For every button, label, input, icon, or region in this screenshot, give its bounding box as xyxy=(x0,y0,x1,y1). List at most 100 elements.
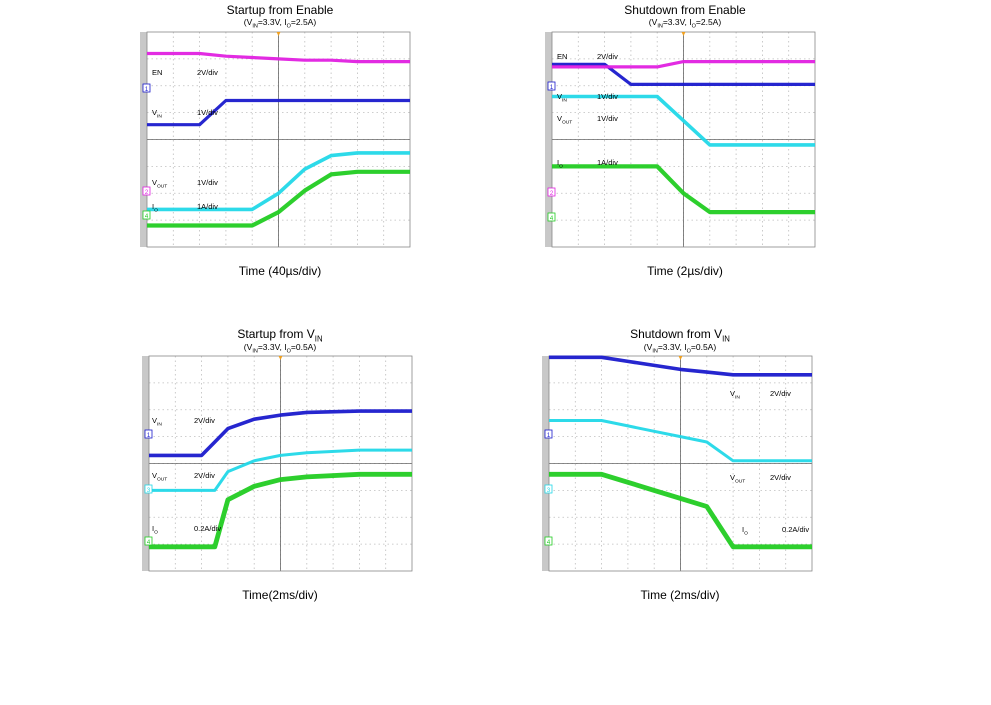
trace-en xyxy=(147,98,410,127)
x-axis-label: Time(2ms/div) xyxy=(242,588,318,602)
trace-scale: 2V/div xyxy=(597,52,618,61)
trace-label: EN 2V/div xyxy=(557,52,618,61)
chart-title: Shutdown from VIN xyxy=(630,327,730,344)
svg-text:4: 4 xyxy=(145,214,149,220)
channel-marker-icon: 1 xyxy=(144,429,153,439)
chart-conditions: (VIN=3.3V, IO=0.5A) xyxy=(243,342,317,355)
channel-marker-icon: 1 xyxy=(544,429,553,439)
trace-vin xyxy=(552,60,815,69)
svg-text:4: 4 xyxy=(550,216,554,222)
channel-marker-icon: 2 xyxy=(547,187,556,197)
svg-text:1: 1 xyxy=(147,433,151,439)
trace-label: IO 0.2A/div xyxy=(742,525,809,537)
trace-en xyxy=(552,62,815,86)
trace-vin xyxy=(147,51,410,64)
trace-name-sub: IN xyxy=(157,422,162,428)
trace-name-sub: OUT xyxy=(157,184,168,190)
trace-label: VOUT 1V/div xyxy=(152,178,218,190)
channel-marker-icon: 1 xyxy=(142,83,151,93)
trace-label: VIN 1V/div xyxy=(152,108,218,120)
trace-name-sub: OUT xyxy=(157,477,168,483)
scope-svg: 1 2 4 xyxy=(142,31,411,248)
chart-title: Shutdown from Enable xyxy=(624,3,746,17)
trace-name-sub: O xyxy=(154,530,158,536)
chart-title: Startup from VIN xyxy=(237,327,323,344)
trace-vout xyxy=(149,448,412,492)
trace-name: V xyxy=(152,471,158,480)
trace-scale: 2V/div xyxy=(194,416,215,425)
panel-shutdown-enable: Shutdown from Enable (VIN=3.3V, IO=2.5A)… xyxy=(535,0,835,290)
trace-label: IO 1A/div xyxy=(152,202,218,214)
trace-name: V xyxy=(730,389,736,398)
svg-text:1: 1 xyxy=(145,87,149,93)
channel-marker-icon: 4 xyxy=(142,210,151,220)
scope-plot: 1 3 4 VIN 2V/div VOUT 2V/div IO 0.2A/div xyxy=(542,355,813,572)
svg-text:4: 4 xyxy=(547,540,551,546)
trace-label: IO 1A/div xyxy=(557,158,618,170)
svg-text:1: 1 xyxy=(550,85,554,91)
svg-text:4: 4 xyxy=(147,540,151,546)
trace-name-sub: IN xyxy=(157,114,162,120)
channel-marker-icon: 3 xyxy=(144,484,153,494)
svg-text:3: 3 xyxy=(147,488,151,494)
trace-scale: 2V/div xyxy=(770,389,791,398)
trace-scale: 2V/div xyxy=(194,471,215,480)
scope-svg: 1 2 4 xyxy=(547,31,816,248)
channel-marker-icon: 4 xyxy=(547,212,556,222)
trace-name: EN xyxy=(152,68,163,77)
trace-scale: 1A/div xyxy=(597,158,618,167)
svg-text:3: 3 xyxy=(547,488,551,494)
channel-marker-icon: 4 xyxy=(144,536,153,546)
trace-scale: 1V/div xyxy=(597,92,618,101)
trace-scale: 1A/div xyxy=(197,202,218,211)
panel-shutdown-vin: Shutdown from VIN (VIN=3.3V, IO=0.5A) 1 3… xyxy=(530,325,830,615)
trace-label: IO 0.2A/div xyxy=(152,524,221,536)
trace-name: I xyxy=(742,525,745,534)
trace-io xyxy=(549,471,812,550)
channel-marker-icon: 2 xyxy=(142,186,151,196)
trace-name-sub: O xyxy=(559,164,563,170)
trace-name: I xyxy=(152,524,155,533)
trace-name: EN xyxy=(557,52,568,61)
scope-plot: 1 3 4 VIN 2V/div VOUT 2V/div IO 0.2A/div xyxy=(142,355,413,572)
scope-bezel xyxy=(140,32,147,247)
trace-name: V xyxy=(152,108,158,117)
svg-text:2: 2 xyxy=(550,191,554,197)
channel-marker-icon: 4 xyxy=(544,536,553,546)
chart-conditions: (VIN=3.3V, IO=2.5A) xyxy=(243,17,317,30)
scope-plot: 1 2 4 EN 2V/div VIN 1V/div VOUT 1V/div IO 1A/div xyxy=(140,31,411,248)
trigger-marker xyxy=(276,32,281,36)
scope-svg: 1 3 4 xyxy=(544,355,813,572)
chart-title: Startup from Enable xyxy=(226,3,334,17)
panel-startup-enable: Startup from Enable (VIN=3.3V, IO=2.5A) … xyxy=(130,0,430,290)
trace-vin xyxy=(549,355,812,377)
scope-bezel xyxy=(142,356,149,571)
chart-conditions: (VIN=3.3V, IO=2.5A) xyxy=(648,17,722,30)
trace-name: I xyxy=(152,202,155,211)
x-axis-label: Time (40µs/div) xyxy=(238,264,322,278)
trace-name-sub: OUT xyxy=(562,120,573,126)
trace-name: V xyxy=(152,178,158,187)
trace-vout xyxy=(552,94,815,147)
svg-text:1: 1 xyxy=(547,433,551,439)
trace-name-sub: IN xyxy=(735,395,740,401)
trace-scale: 1V/div xyxy=(197,108,218,117)
x-axis-label: Time (2ms/div) xyxy=(640,588,720,602)
trace-label: VIN 2V/div xyxy=(152,416,215,428)
x-axis-label: Time (2µs/div) xyxy=(647,264,723,278)
panel-startup-vin: Startup from VIN (VIN=3.3V, IO=0.5A) 1 3 4… xyxy=(130,325,430,615)
trace-name-sub: IN xyxy=(562,98,567,104)
channel-marker-icon: 1 xyxy=(547,81,556,91)
trace-io xyxy=(149,471,412,550)
trace-scale: 0.2A/div xyxy=(782,525,810,534)
trigger-marker xyxy=(681,32,686,36)
trace-label: VOUT 2V/div xyxy=(152,471,215,483)
scope-svg: 1 3 4 xyxy=(144,355,413,572)
trace-name: V xyxy=(152,416,158,425)
trace-label: VOUT 2V/div xyxy=(730,473,791,485)
trace-label: EN 2V/div xyxy=(152,68,218,77)
chart-conditions: (VIN=3.3V, IO=0.5A) xyxy=(643,342,717,355)
trace-name: I xyxy=(557,158,560,167)
trace-io xyxy=(552,164,815,215)
trace-scale: 2V/div xyxy=(197,68,218,77)
